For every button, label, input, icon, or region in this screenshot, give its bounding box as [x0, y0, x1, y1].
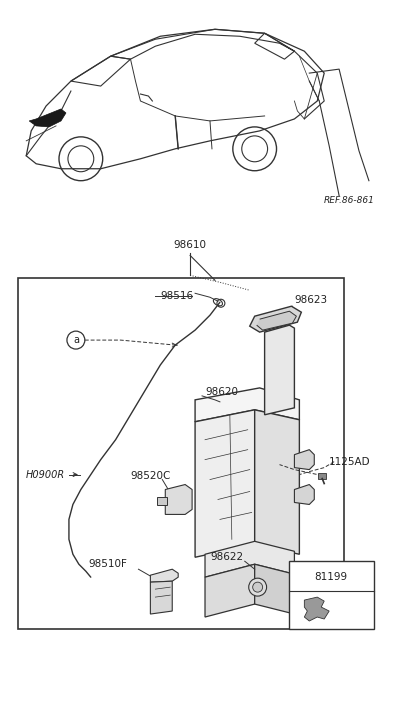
Polygon shape [254, 410, 299, 554]
Polygon shape [318, 473, 325, 478]
Circle shape [248, 578, 266, 596]
Polygon shape [294, 484, 313, 505]
Text: 98520C: 98520C [130, 470, 171, 481]
Polygon shape [150, 569, 178, 582]
Polygon shape [150, 581, 172, 614]
Text: 98622: 98622 [209, 553, 242, 562]
Text: 98510F: 98510F [88, 559, 127, 569]
Text: 98620: 98620 [204, 387, 237, 397]
Polygon shape [264, 325, 294, 415]
Polygon shape [195, 388, 299, 422]
Text: a: a [73, 335, 79, 345]
Polygon shape [304, 597, 328, 621]
Polygon shape [29, 109, 66, 127]
Polygon shape [195, 410, 254, 558]
Bar [157, 497, 167, 505]
Polygon shape [204, 564, 254, 617]
Circle shape [252, 582, 262, 592]
Text: REF.86-861: REF.86-861 [323, 196, 374, 204]
Text: H0900R: H0900R [26, 470, 65, 480]
Text: 81199: 81199 [313, 572, 347, 582]
Polygon shape [256, 311, 296, 330]
Text: 98623: 98623 [294, 295, 327, 305]
Bar [18, 278, 343, 629]
Text: 98516: 98516 [160, 292, 193, 301]
Polygon shape [204, 542, 294, 577]
Bar [289, 561, 373, 629]
Text: a: a [297, 572, 303, 582]
Polygon shape [165, 484, 192, 515]
Polygon shape [294, 450, 313, 470]
Text: 98610: 98610 [173, 241, 206, 250]
Text: 1125AD: 1125AD [328, 457, 370, 467]
Polygon shape [254, 564, 294, 614]
Polygon shape [249, 306, 301, 332]
